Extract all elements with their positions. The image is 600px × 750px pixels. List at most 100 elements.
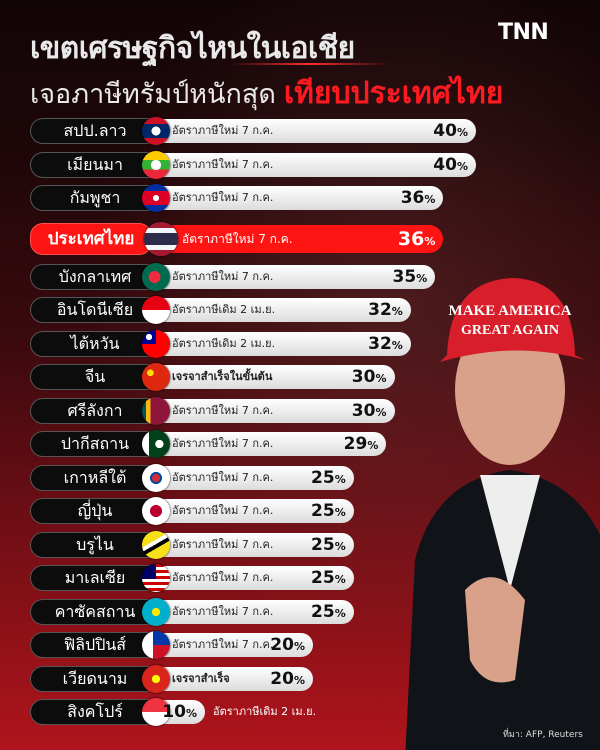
list-item: บังกลาเทศ อัตราภาษีใหม่ 7 ก.ค. 35%: [30, 262, 590, 291]
tariff-number: 25: [311, 501, 335, 521]
tariff-value: 36%: [401, 185, 436, 213]
tariff-value: 32%: [368, 331, 403, 359]
kazakhstan-flag-icon: [142, 597, 170, 626]
tariff-value: 29%: [344, 431, 379, 459]
laos-flag-icon: [142, 117, 170, 145]
tariff-number: 36: [397, 227, 425, 250]
percent-unit: %: [334, 506, 346, 519]
list-item: ปากีสถาน อัตราภาษีใหม่ 7 ก.ค. 29%: [30, 430, 590, 459]
philippines-flag-icon: [142, 631, 170, 659]
tariff-bar: [148, 633, 313, 657]
country-label: คาซัคสถาน: [30, 598, 160, 625]
list-item: สิงคโปร์ อัตราภาษีเดิม 2 เม.ย. 10%: [30, 698, 590, 727]
brunei-flag-icon: [142, 530, 170, 559]
tariff-value: 36%: [398, 223, 435, 258]
country-label: ศรีลังกา: [30, 397, 160, 424]
tariff-note: อัตราภาษีใหม่ 7 ก.ค.: [172, 269, 274, 283]
percent-unit: %: [185, 707, 197, 720]
tariff-bar: [148, 432, 387, 456]
percent-unit: %: [367, 439, 379, 452]
cambodia-flag-icon: [142, 184, 170, 212]
tariff-number: 30: [351, 400, 376, 421]
tariff-bar: [148, 499, 354, 523]
tariff-number: 32: [368, 300, 392, 320]
country-label: จีน: [30, 364, 160, 390]
tariff-note: อัตราภาษีใหม่ 7 ก.ค.: [182, 231, 293, 246]
cap-text-1: MAKE AMERICA: [449, 303, 572, 319]
tariff-note: อัตราภาษีใหม่ 7 ก.ค.: [172, 124, 274, 137]
tariff-bar: [148, 331, 411, 356]
percent-unit: %: [375, 405, 387, 419]
tariff-note: อัตราภาษีใหม่ 7 ก.ค.: [172, 537, 274, 551]
shirt: [480, 475, 540, 590]
tariff-bar: [148, 119, 476, 143]
title-line-2-text: เจอภาษีทรัมป์หนักสุด: [30, 79, 276, 110]
title-line-2: เจอภาษีทรัมป์หนักสุด เทียบประเทศไทย: [30, 70, 503, 117]
tariff-value: 40%: [433, 118, 468, 146]
bangladesh-flag-icon: [142, 262, 170, 291]
tariff-number: 36: [400, 188, 425, 208]
taiwan-flag-icon: [142, 329, 170, 358]
percent-unit: %: [424, 234, 436, 248]
tariff-value: 32%: [368, 297, 403, 325]
tariff-note: อัตราภาษีใหม่ 7 ก.ค.: [172, 604, 274, 618]
myanmar-flag-icon: [142, 150, 170, 179]
list-item: กัมพูชา อัตราภาษีใหม่ 7 ก.ค. 36%: [30, 184, 590, 213]
country-label: เกาหลีใต้: [30, 464, 160, 491]
tariff-bar: [148, 264, 436, 289]
percent-unit: %: [456, 126, 468, 139]
list-item: เมียนมา อัตราภาษีใหม่ 7 ก.ค. 40%: [30, 150, 590, 180]
country-label: เวียดนาม: [30, 665, 160, 692]
tariff-note: อัตราภาษีใหม่ 7 ก.ค.: [172, 571, 274, 584]
tariff-number: 10: [162, 702, 186, 722]
country-label: ไต้หวัน: [30, 330, 160, 357]
country-label: สปป.ลาว: [30, 118, 160, 144]
percent-unit: %: [391, 305, 403, 318]
malaysia-flag-icon: [142, 564, 170, 592]
tariff-note: เจรจาสำเร็จในขั้นต้น: [172, 370, 273, 383]
percent-unit: %: [293, 673, 305, 687]
percent-unit: %: [334, 539, 346, 553]
tariff-number: 40: [433, 154, 457, 175]
country-label: ปากีสถาน: [30, 431, 160, 457]
tariff-bar: [148, 224, 444, 253]
tariff-note: อัตราภาษีเดิม 2 เม.ย.: [172, 303, 276, 316]
tariff-note: เจรจาสำเร็จ: [172, 671, 230, 685]
percent-unit: %: [456, 159, 468, 173]
tariff-number: 29: [343, 434, 368, 454]
tariff-bar: [148, 599, 354, 624]
tnn-logo: TNN: [498, 20, 549, 45]
tariff-number: 25: [311, 467, 335, 488]
country-label: บังกลาเทศ: [30, 263, 160, 290]
clapping-hands: [465, 577, 525, 683]
tariff-note: อัตราภาษีใหม่ 7 ก.ค.: [172, 157, 274, 171]
list-item: เกาหลีใต้ อัตราภาษีใหม่ 7 ก.ค. 25%: [30, 463, 590, 492]
list-item: คาซัคสถาน อัตราภาษีใหม่ 7 ก.ค. 25%: [30, 597, 590, 626]
tariff-bar: [148, 152, 476, 177]
tariff-value: 30%: [352, 398, 387, 426]
tariff-note: อัตราภาษีใหม่ 7 ก.ค.: [172, 504, 274, 517]
tariff-note: อัตราภาษีใหม่ 7 ก.ค.: [172, 470, 274, 484]
percent-unit: %: [293, 640, 305, 653]
red-cap: [440, 278, 585, 362]
title-underline: [230, 63, 390, 65]
list-item: มาเลเซีย อัตราภาษีใหม่ 7 ก.ค. 25%: [30, 564, 590, 592]
list-item: ไต้หวัน อัตราภาษีเดิม 2 เม.ย. 32%: [30, 329, 590, 359]
percent-unit: %: [334, 606, 346, 620]
tariff-note: อัตราภาษีเดิม 2 เม.ย.: [213, 705, 317, 718]
tariff-bar: [148, 298, 411, 322]
list-item: บรูไน อัตราภาษีใหม่ 7 ก.ค. 25%: [30, 530, 590, 559]
percent-unit: %: [334, 472, 346, 486]
percent-unit: %: [375, 372, 387, 385]
tariff-value: 10%: [162, 699, 197, 727]
tariff-bar: [148, 532, 354, 557]
tariff-note: อัตราภาษีใหม่ 7 ก.ค.: [172, 403, 274, 417]
tariff-bar: [148, 365, 395, 389]
list-item: เวียดนาม เจรจาสำเร็จ 20%: [30, 664, 590, 693]
tariff-value: 40%: [433, 152, 468, 180]
singapore-flag-icon: [142, 698, 170, 726]
tariff-number: 40: [433, 121, 457, 141]
trump-photo: MAKE AMERICA GREAT AGAIN: [405, 278, 600, 750]
tariff-number: 25: [311, 601, 335, 622]
